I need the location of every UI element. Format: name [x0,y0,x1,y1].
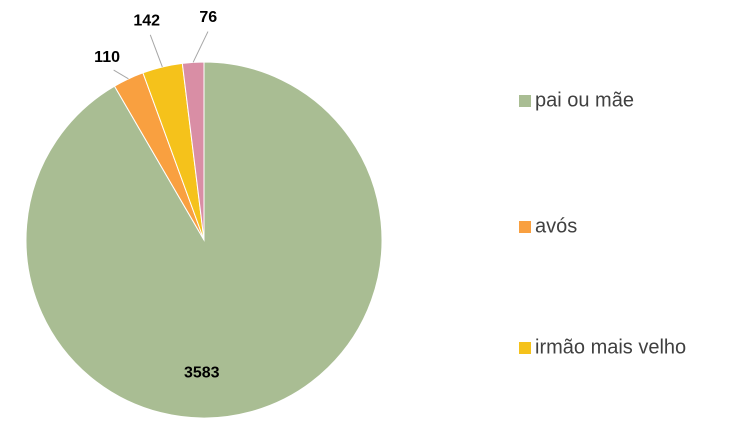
leader-line [113,69,129,80]
leader-line [192,31,209,63]
legend-label: irmão mais velho [535,336,686,358]
data-label: 110 [94,49,120,66]
legend-label: avós [535,215,577,237]
legend-swatch [519,95,531,107]
data-label: 76 [199,9,217,26]
legend-swatch [519,221,531,233]
leader-line [149,34,163,68]
data-label: 3583 [184,365,220,382]
legend-swatch [519,342,531,354]
data-label: 142 [133,13,160,30]
legend-label: pai ou mãe [535,89,634,111]
